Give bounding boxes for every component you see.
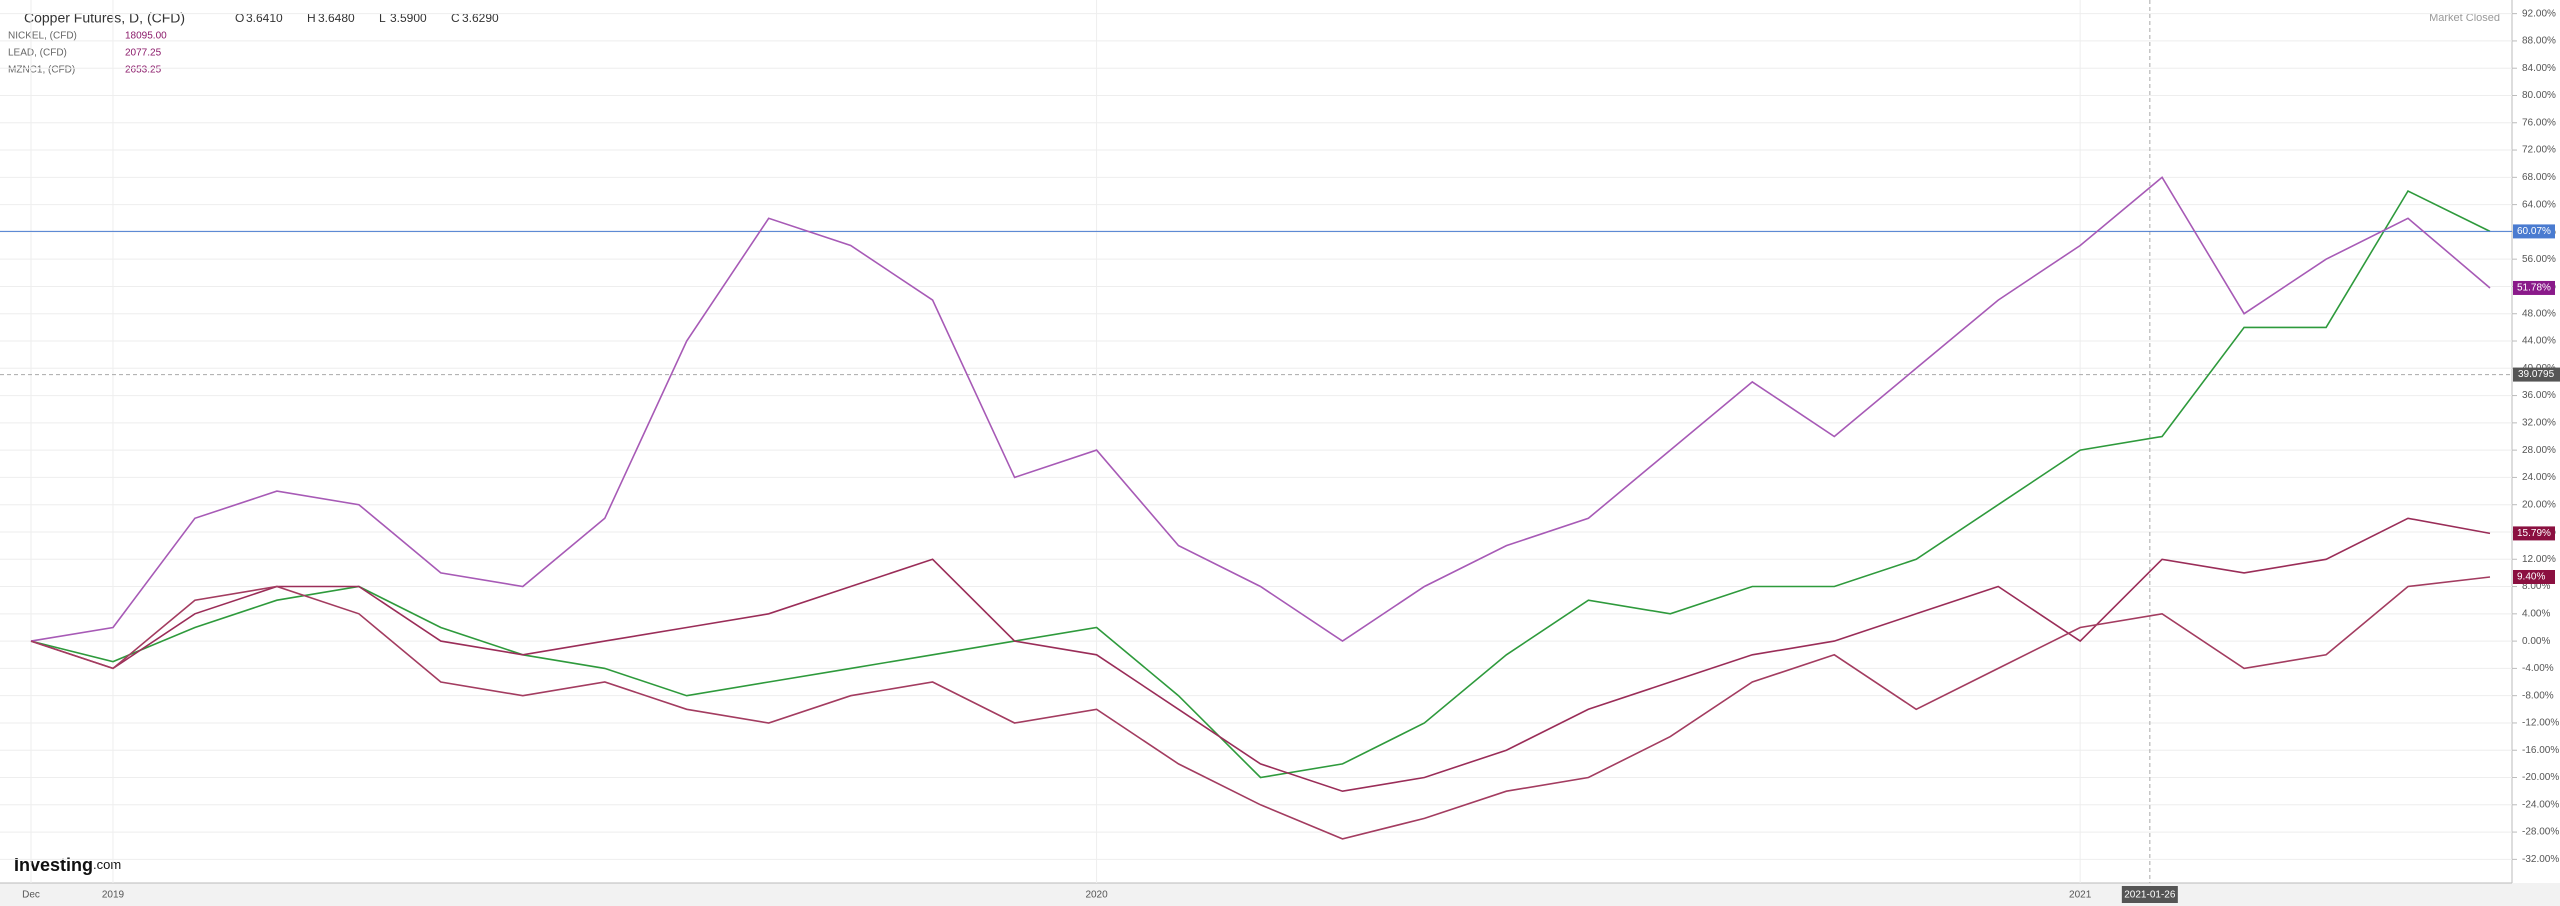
y-tick-label: 0.00% (2522, 636, 2550, 647)
brand: Investing.com (14, 855, 121, 875)
crosshair-y-label: 39.0795 (2518, 369, 2555, 380)
value-tag (2513, 224, 2555, 239)
x-axis-band (0, 883, 2560, 906)
y-tick-label: 76.00% (2522, 117, 2556, 128)
crosshair-x-label: 2021-01-26 (2124, 890, 2176, 901)
value-label: 60.07% (2517, 226, 2551, 237)
y-tick-label: 8.00% (2522, 581, 2550, 592)
y-tick-label: 92.00% (2522, 8, 2556, 19)
compare-name: LEAD, (CFD) (8, 48, 67, 59)
y-tick-label: 28.00% (2522, 445, 2556, 456)
value-label: 51.78% (2517, 283, 2551, 294)
y-tick-label: -20.00% (2522, 772, 2559, 783)
value-label: 9.40% (2517, 572, 2545, 583)
value-tag (2513, 280, 2555, 295)
y-tick-label: 12.00% (2522, 554, 2556, 565)
y-tick-label: 80.00% (2522, 90, 2556, 101)
y-tick-label: 64.00% (2522, 199, 2556, 210)
x-tick-label: 2020 (1085, 890, 1108, 901)
y-tick-label: -24.00% (2522, 799, 2559, 810)
y-tick-label: -16.00% (2522, 745, 2559, 756)
compare-name: MZNC1, (CFD) (8, 65, 75, 76)
y-tick-label: -12.00% (2522, 718, 2559, 729)
y-tick-label: 4.00% (2522, 608, 2550, 619)
y-tick-label: -4.00% (2522, 663, 2554, 674)
x-tick-label: Dec (22, 890, 40, 901)
y-tick-label: -28.00% (2522, 827, 2559, 838)
compare-value: 18095.00 (125, 31, 167, 42)
ohlc-value: 3.6290 (462, 11, 499, 25)
ohlc-key: L (379, 11, 386, 25)
y-tick-label: 84.00% (2522, 63, 2556, 74)
brand-suffix: .com (93, 857, 121, 872)
crosshair-x-tag (2121, 886, 2178, 903)
y-tick-label: 88.00% (2522, 36, 2556, 47)
brand-name: Investing (14, 855, 93, 875)
compare-value: 2653.25 (125, 65, 162, 76)
series-line (30, 189, 2491, 779)
y-tick-label: 32.00% (2522, 418, 2556, 429)
y-tick-label: 48.00% (2522, 308, 2556, 319)
compare-value: 2077.25 (125, 48, 162, 59)
ohlc-value: 3.5900 (390, 11, 427, 25)
y-tick-label: 72.00% (2522, 145, 2556, 156)
y-tick-label: 56.00% (2522, 254, 2556, 265)
y-tick-label: 44.00% (2522, 336, 2556, 347)
y-tick-label: 68.00% (2522, 172, 2556, 183)
y-tick-label: 24.00% (2522, 472, 2556, 483)
y-tick-label: -8.00% (2522, 690, 2554, 701)
ohlc-value: 3.6410 (246, 11, 283, 25)
crosshair-y-tag (2513, 367, 2560, 382)
y-tick-label: 36.00% (2522, 390, 2556, 401)
y-tick-label: -32.00% (2522, 854, 2559, 865)
series-line (30, 176, 2491, 643)
value-tag (2513, 526, 2555, 541)
compare-name: NICKEL, (CFD) (8, 31, 77, 42)
x-tick-label: 2021 (2069, 890, 2092, 901)
value-label: 15.79% (2517, 528, 2551, 539)
ohlc-key: H (307, 11, 316, 25)
series-line (30, 576, 2491, 840)
ohlc-value: 3.6480 (318, 11, 355, 25)
series-line (30, 517, 2491, 793)
ohlc-key: O (235, 11, 244, 25)
market-status: Market Closed (2429, 12, 2500, 24)
y-tick-label: 20.00% (2522, 499, 2556, 510)
x-tick-label: 2019 (102, 890, 125, 901)
value-tag (2513, 569, 2555, 584)
chart-title: Copper Futures, D, (CFD) (24, 10, 185, 26)
ohlc-key: C (451, 11, 460, 25)
